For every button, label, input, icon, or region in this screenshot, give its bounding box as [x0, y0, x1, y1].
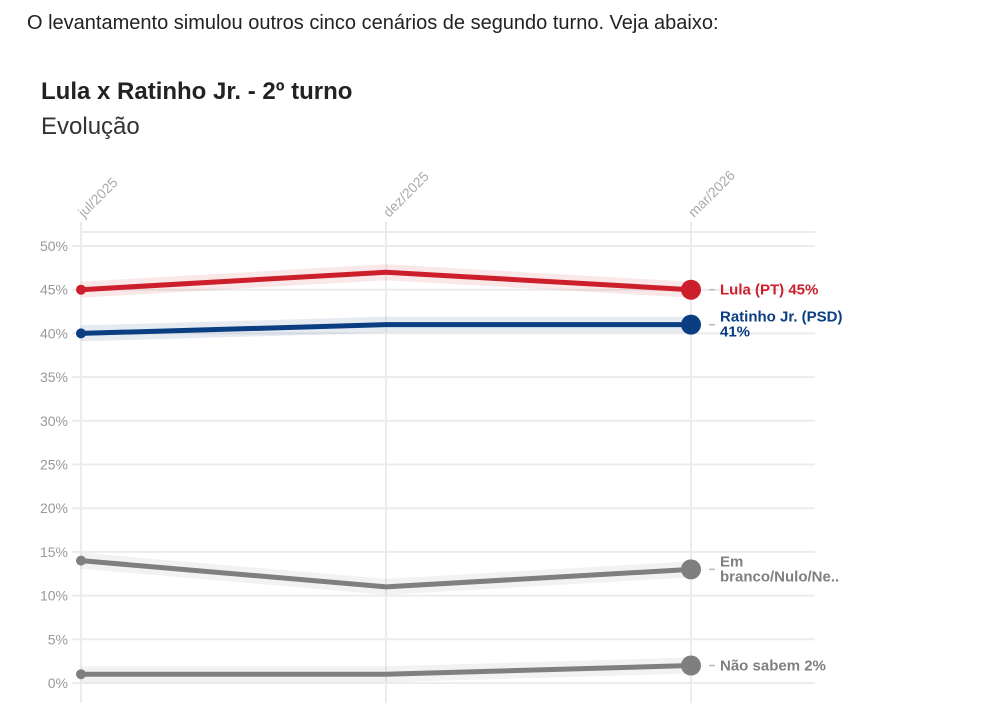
- data-point: [76, 669, 86, 680]
- data-point: [76, 284, 86, 295]
- series-line: [81, 663, 692, 677]
- y-tick-label: 10%: [40, 588, 68, 604]
- series-label: Em: [720, 553, 743, 570]
- data-point-end: [681, 279, 701, 300]
- y-tick-label: 50%: [40, 238, 68, 254]
- y-tick-label: 35%: [40, 369, 68, 385]
- y-tick-label: 0%: [48, 675, 68, 691]
- y-tick-label: 5%: [48, 631, 68, 647]
- chart-subtitle: Evolução: [41, 113, 140, 140]
- series-label: Lula (PT) 45%: [720, 282, 818, 299]
- series-label: Não sabem 2%: [720, 658, 826, 675]
- y-tick-label: 20%: [40, 500, 68, 516]
- series-line: [80, 558, 692, 590]
- y-tick-label: 30%: [40, 413, 68, 429]
- x-tick-label: mar/2026: [685, 167, 738, 220]
- data-point: [76, 328, 86, 339]
- y-tick-label: 40%: [40, 325, 68, 341]
- data-point-end: [681, 559, 701, 580]
- series-label: branco/Nulo/Ne..: [720, 568, 839, 585]
- chart-title: Lula x Ratinho Jr. - 2º turno: [41, 78, 353, 105]
- data-point-end: [681, 655, 701, 676]
- y-tick-label: 15%: [40, 544, 68, 560]
- data-point: [76, 555, 86, 566]
- series-label: Ratinho Jr. (PSD): [720, 309, 843, 326]
- data-point-end: [681, 314, 701, 335]
- series-line: [80, 322, 691, 336]
- y-tick-label: 25%: [40, 457, 68, 473]
- series-label: 41%: [720, 324, 750, 341]
- series-line: [80, 269, 692, 293]
- y-tick-label: 45%: [40, 282, 68, 298]
- x-tick-label: dez/2025: [380, 168, 432, 220]
- intro-text: O levantamento simulou outros cinco cená…: [27, 12, 719, 34]
- x-tick-label: jul/2025: [74, 174, 121, 221]
